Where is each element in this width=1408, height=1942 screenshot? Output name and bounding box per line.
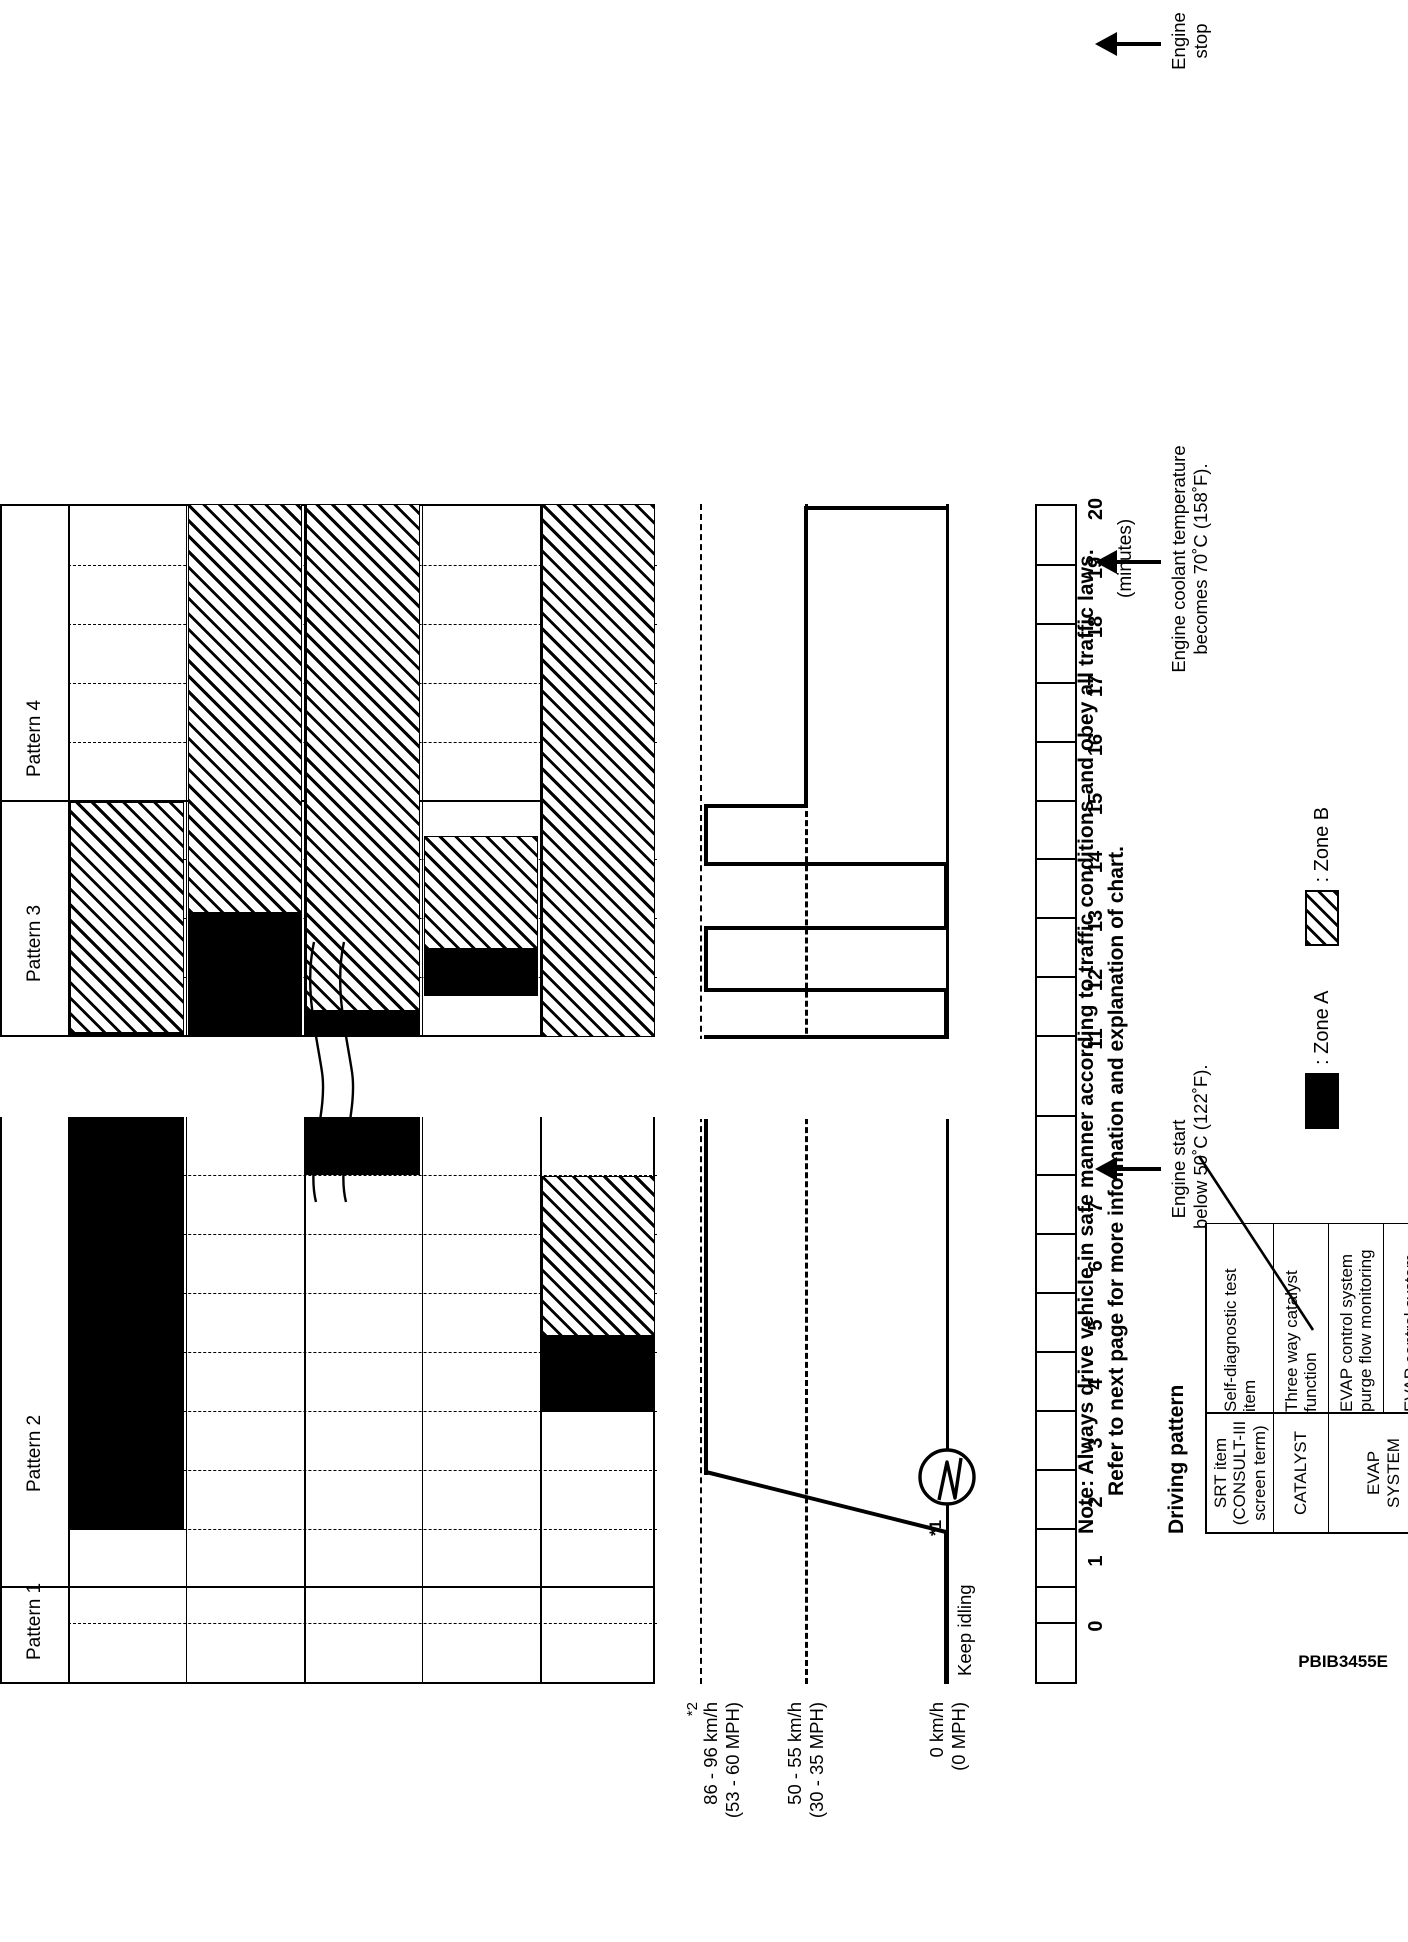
ruler-tick: [1037, 976, 1075, 978]
asterisk-1-symbol-icon: [916, 1446, 978, 1508]
ruler-tick: [1037, 858, 1075, 860]
asterisk-1-label: *1: [926, 1520, 946, 1536]
keep-idling-label: Keep idling: [954, 1584, 976, 1676]
minute-ruler: [1035, 504, 1077, 1684]
ruler-label-6: 6: [1085, 1246, 1108, 1286]
zone-b-block: [306, 504, 420, 1011]
figure-reference-code: PBIB3455E: [1298, 1652, 1388, 1672]
chart-legend: : Zone A : Zone B: [1305, 763, 1339, 1129]
legend-label-zone-b: : Zone B: [1311, 807, 1333, 883]
ruler-label-11: 11: [1085, 1019, 1108, 1059]
trace-segment: [704, 1119, 708, 1475]
legend-label-zone-a: : Zone A: [1311, 991, 1333, 1066]
trace-drop-20: [804, 506, 948, 510]
ruler-tick: [1037, 1115, 1075, 1117]
driving-pattern-chart: Pattern 1 Pattern 2 Pattern 3 Pattern 4: [0, 504, 1178, 1684]
zone-a-block: [542, 1336, 655, 1412]
speed-break-band: [694, 1039, 952, 1119]
trace-segment: [944, 1532, 948, 1684]
chart-stage: Note: Always drive vehicle in safe manne…: [0, 0, 1408, 1684]
trace-drop-11: [704, 1035, 948, 1039]
group-label-evap-system: EVAP SYSTEM: [1329, 1413, 1408, 1533]
ruler-tick: [1037, 1233, 1075, 1235]
zone-b-block: [424, 836, 538, 949]
ruler-tick: [1037, 800, 1075, 802]
ruler-tick: [1037, 1622, 1075, 1624]
ruler-label-1: 1: [1085, 1541, 1108, 1581]
trace-rise-14: [706, 862, 948, 866]
zone-b-block: [542, 504, 655, 1037]
item-evap-control-system: EVAP control system: [1384, 1224, 1408, 1414]
trace-step-15: [704, 804, 808, 808]
minute-gridline: [68, 1623, 657, 1624]
ruler-label-5: 5: [1085, 1305, 1108, 1345]
driving-pattern-label: Driving pattern: [1165, 1385, 1189, 1534]
zone-b-block: [188, 504, 302, 913]
leader-line: [1195, 1154, 1325, 1334]
zone-b-block: [70, 802, 184, 1033]
pattern-boundary: [2, 1586, 653, 1588]
ruler-label-16: 16: [1085, 725, 1108, 765]
legend-swatch-zone-a: [1305, 1073, 1339, 1129]
ruler-tick: [1037, 564, 1075, 566]
trace-segment: [944, 862, 948, 930]
trace-segment: [944, 990, 948, 1039]
trace-segment: [804, 506, 808, 808]
engine-coolant-arrow-icon: [1095, 547, 1165, 577]
engine-coolant-caption: Engine coolant temperature becomes 70˚C …: [1168, 409, 1212, 709]
trace-ramp-accel: [700, 1464, 952, 1534]
ruler-tick: [1037, 623, 1075, 625]
item-evap-purge-flow: EVAP control system purge flow monitorin…: [1329, 1224, 1384, 1414]
ruler-label-12: 12: [1085, 960, 1108, 1000]
trace-drop-13: [704, 926, 948, 930]
axis-break-wave: [302, 942, 372, 1202]
engine-stop-caption: Engine stop: [1168, 0, 1212, 106]
ruler-label-18: 18: [1085, 607, 1108, 647]
ruler-tick: [1037, 917, 1075, 919]
ruler-label-20: 20: [1085, 489, 1108, 529]
engine-stop-arrow-icon: [1095, 29, 1165, 59]
table-header-srt-item: SRT item (CONSULT-III screen term): [1206, 1413, 1274, 1533]
ruler-label-0: 0: [1085, 1606, 1108, 1646]
legend-swatch-zone-b: [1305, 891, 1339, 947]
trace-segment: [704, 926, 708, 992]
ruler-tick: [1037, 1410, 1075, 1412]
ruler-tick: [1037, 1174, 1075, 1176]
trace-rise-12: [706, 988, 948, 992]
ruler-tick: [1037, 1351, 1075, 1353]
ruler-label-4: 4: [1085, 1364, 1108, 1404]
speed-label-medium: 50 - 55 km/h (30 - 35 MPH): [784, 1702, 828, 1942]
ruler-tick: [1037, 1469, 1075, 1471]
ruler-tick: [1037, 1292, 1075, 1294]
ruler-label-7: 7: [1085, 1187, 1108, 1227]
ruler-tick: [1037, 741, 1075, 743]
speed-label-high: *2 86 - 96 km/h (53 - 60 MPH): [684, 1702, 743, 1942]
ruler-tick: [1037, 1035, 1075, 1037]
zone-b-block: [542, 1176, 655, 1336]
speed-label-zero: 0 km/h (0 MPH): [926, 1702, 970, 1942]
ruler-label-14: 14: [1085, 842, 1108, 882]
table-row: EVAP SYSTEM EVAP control system purge fl…: [1329, 1224, 1384, 1534]
ruler-label-15: 15: [1085, 784, 1108, 824]
ruler-label-13: 13: [1085, 901, 1108, 941]
pattern-3-label: Pattern 3: [24, 905, 46, 982]
engine-start-arrow-icon: [1095, 1154, 1165, 1184]
group-label-catalyst: CATALYST: [1274, 1413, 1329, 1533]
chart-plot-area: Pattern 1 Pattern 2 Pattern 3 Pattern 4: [0, 504, 655, 1684]
zone-a-block: [424, 949, 538, 996]
ruler-tick: [1037, 682, 1075, 684]
ruler-tick: [1037, 1586, 1075, 1588]
zone-a-block: [188, 913, 302, 1037]
ruler-label-17: 17: [1085, 666, 1108, 706]
ruler-label-3: 3: [1085, 1423, 1108, 1463]
pattern-2-label: Pattern 2: [24, 1415, 46, 1492]
vehicle-speed-trace: *1 Keep idling *2 86 - 96 km/h (53 - 60 …: [700, 504, 1000, 1684]
note-line-2: Refer to next page for more information …: [1105, 284, 1129, 1496]
ruler-label-2: 2: [1085, 1482, 1108, 1522]
pattern-1-label: Pattern 1: [24, 1583, 46, 1660]
trace-segment: [704, 804, 708, 866]
pattern-4-label: Pattern 4: [24, 700, 46, 777]
ruler-tick: [1037, 1528, 1075, 1530]
